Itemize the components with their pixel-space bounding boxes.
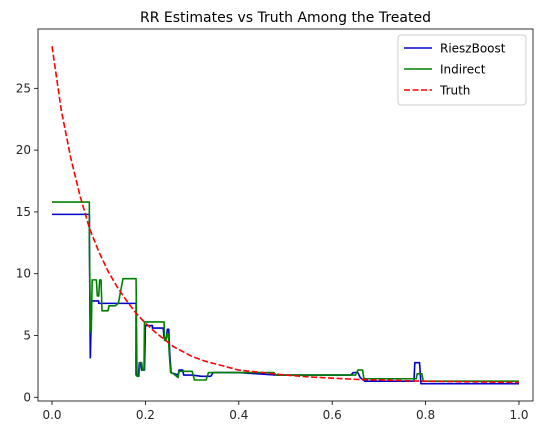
x-tick-label: 0.6 bbox=[323, 408, 342, 422]
chart-title: RR Estimates vs Truth Among the Treated bbox=[140, 10, 431, 26]
y-tick-label: 10 bbox=[16, 267, 31, 281]
x-tick-label: 0.4 bbox=[229, 408, 248, 422]
series-line-indirect bbox=[52, 201, 519, 383]
x-tick-label: 0.8 bbox=[416, 408, 435, 422]
y-tick-label: 0 bbox=[23, 390, 31, 404]
y-axis: 0 5 10 15 20 25 bbox=[16, 81, 38, 404]
plot-lines bbox=[51, 46, 519, 385]
legend-label-rieszboost: RieszBoost bbox=[440, 42, 506, 56]
legend-label-indirect: Indirect bbox=[440, 63, 486, 77]
legend-label-truth: Truth bbox=[439, 84, 470, 98]
legend-box bbox=[397, 34, 527, 106]
y-tick-label: 20 bbox=[16, 143, 31, 157]
x-axis: 0.0 0.2 0.4 0.6 0.8 1.0 bbox=[42, 401, 529, 422]
y-tick-label: 15 bbox=[16, 205, 31, 219]
y-tick-label: 25 bbox=[16, 81, 31, 95]
series-line-rieszboost bbox=[52, 213, 519, 385]
x-tick-label: 0.0 bbox=[42, 408, 61, 422]
x-tick-label: 1.0 bbox=[509, 408, 528, 422]
y-tick-label: 5 bbox=[23, 328, 31, 342]
x-tick-label: 0.2 bbox=[136, 408, 155, 422]
legend: RieszBoost Indirect Truth bbox=[397, 34, 527, 106]
plot-frame bbox=[37, 28, 534, 402]
